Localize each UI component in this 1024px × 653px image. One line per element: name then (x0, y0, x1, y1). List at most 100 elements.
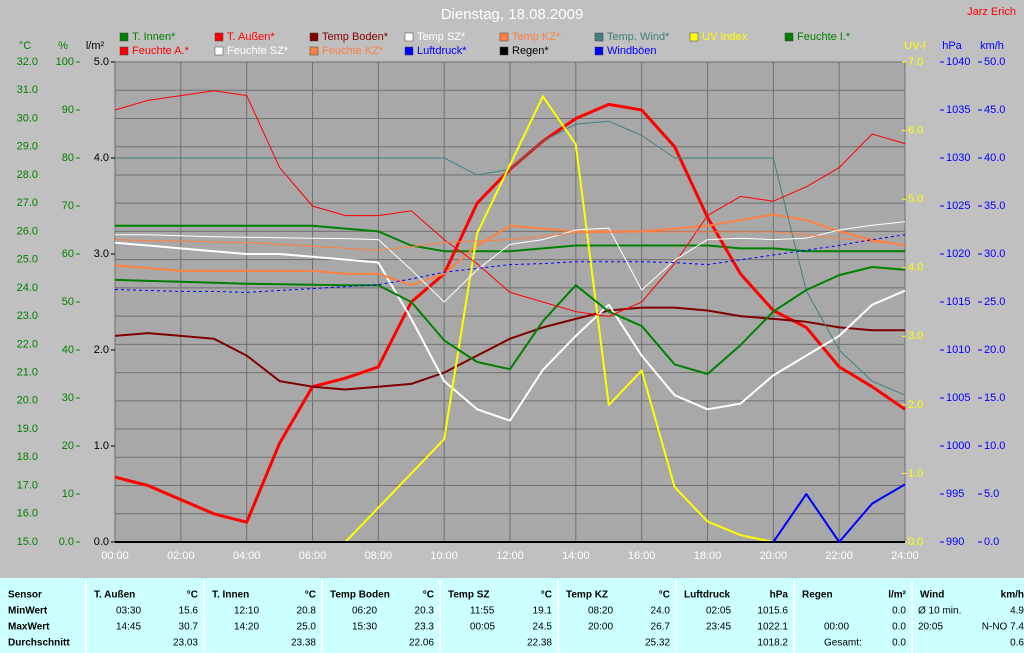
cell-value: 0.0 (892, 622, 906, 633)
axis-title: °C (19, 40, 31, 52)
y-tick-label: 25.0 (17, 254, 38, 266)
column-unit: °C (659, 590, 670, 601)
y-tick-label: 60 (62, 248, 74, 260)
y-tick-label: 10.0 (984, 440, 1005, 452)
cell-time: 23:45 (706, 622, 731, 633)
x-tick-label: 02:00 (167, 550, 195, 562)
cell-value: 26.7 (651, 622, 671, 633)
legend-swatch (404, 46, 414, 56)
author: Jarz Erich (967, 6, 1016, 18)
column-header: Wind (920, 590, 944, 601)
legend-label: Temp KZ* (512, 31, 561, 43)
y-tick-label: 20 (62, 440, 74, 452)
y-tick-label: 1040 (946, 56, 970, 68)
y-tick-label: 25.0 (984, 296, 1005, 308)
y-tick-label: 45.0 (984, 104, 1005, 116)
cell-value: 1022.1 (757, 622, 788, 633)
y-tick-label: 28.0 (17, 169, 38, 181)
y-tick-label: 0.0 (94, 536, 109, 548)
y-tick-label: 27.0 (17, 197, 38, 209)
legend-swatch (784, 32, 794, 42)
column-header: Temp SZ (448, 590, 489, 601)
y-tick-label: 995 (946, 488, 964, 500)
table: Sensor MinWert MaxWert Durchschnitt T. Auße… (8, 580, 1024, 653)
y-tick-label: 32.0 (17, 56, 38, 68)
cell-time: Gesamt: (824, 638, 862, 649)
legend-swatch (309, 46, 319, 56)
y-tick-label: 1005 (946, 392, 970, 404)
legend-swatch (309, 32, 319, 42)
legend-label: Temp. Wind* (607, 31, 670, 43)
y-tick-label: 0.0 (59, 536, 74, 548)
y-tick-label: 3.0 (908, 330, 923, 342)
cell-time: 08:20 (588, 606, 613, 617)
y-tick-label: 17.0 (17, 479, 38, 491)
cell-time: 14:20 (234, 622, 259, 633)
y-tick-label: 0.0 (984, 536, 999, 548)
y-tick-label: 50 (62, 296, 74, 308)
y-tick-label: 21.0 (17, 366, 38, 378)
y-tick-label: 1030 (946, 152, 970, 164)
x-tick-label: 18:00 (694, 550, 722, 562)
y-tick-label: 40.0 (984, 152, 1005, 164)
column-header: Regen (802, 590, 833, 601)
series-line (115, 120, 906, 396)
cell-value: 0.0 (892, 638, 906, 649)
legend-swatch (594, 46, 604, 56)
y-tick-label: 19.0 (17, 423, 38, 435)
y-tick-label: 1035 (946, 104, 970, 116)
y-tick-label: 10 (62, 488, 74, 500)
y-tick-label: 24.0 (17, 282, 38, 294)
legend-swatch (404, 32, 414, 42)
cell-time: 11:55 (470, 606, 495, 617)
column-header: Temp KZ (566, 590, 608, 601)
column-unit: °C (305, 590, 316, 601)
cell-value: 23.03 (173, 638, 198, 649)
legend-swatch (594, 32, 604, 42)
y-tick-label: 1010 (946, 344, 970, 356)
y-tick-label: 1015 (946, 296, 970, 308)
cell-time: 14:45 (116, 622, 141, 633)
cell-value: 1018.2 (757, 638, 788, 649)
y-tick-label: 20.0 (17, 395, 38, 407)
y-tick-label: 1025 (946, 200, 970, 212)
y-tick-label: 50.0 (984, 56, 1005, 68)
cell-value: 24.5 (533, 622, 553, 633)
y-tick-label: 40 (62, 344, 74, 356)
cell-value: 20.3 (415, 606, 435, 617)
x-tick-label: 20:00 (760, 550, 788, 562)
legend-label: Feuchte KZ* (322, 45, 384, 57)
column-header: T. Außen (94, 590, 135, 601)
cell-time: 00:05 (470, 622, 495, 633)
cell-time: 15:30 (352, 622, 377, 633)
y-tick-label: 26.0 (17, 225, 38, 237)
y-tick-label: 4.0 (908, 262, 923, 274)
cell-time: 06:20 (352, 606, 377, 617)
cell-value: 25.32 (645, 638, 670, 649)
x-tick-label: 12:00 (496, 550, 524, 562)
column-unit: hPa (770, 590, 789, 601)
cell-value: 0.6 (1010, 638, 1024, 649)
legend-swatch (119, 32, 129, 42)
legend-label: T. Außen* (227, 31, 275, 43)
row-label: MaxWert (8, 622, 50, 633)
x-tick-label: 06:00 (299, 550, 327, 562)
legend-swatch (499, 32, 509, 42)
series-line (114, 90, 906, 317)
cell-time: Ø 10 min. (918, 606, 961, 617)
legend-swatch (499, 46, 509, 56)
column-unit: °C (187, 590, 198, 601)
y-tick-label: 15.0 (984, 392, 1005, 404)
cell-value: 23.3 (415, 622, 435, 633)
x-tick-label: 08:00 (365, 550, 393, 562)
table-header: Sensor (8, 590, 42, 601)
cell-value: 0.0 (892, 606, 906, 617)
cell-time: 12:10 (234, 606, 259, 617)
y-tick-label: 1.0 (908, 467, 923, 479)
y-tick-label: 22.0 (17, 338, 38, 350)
column-unit: °C (423, 590, 434, 601)
y-tick-label: 2.0 (908, 399, 923, 411)
series-line (114, 266, 906, 375)
y-tick-label: 1000 (946, 440, 970, 452)
legend-label: T. Innen* (132, 31, 176, 43)
